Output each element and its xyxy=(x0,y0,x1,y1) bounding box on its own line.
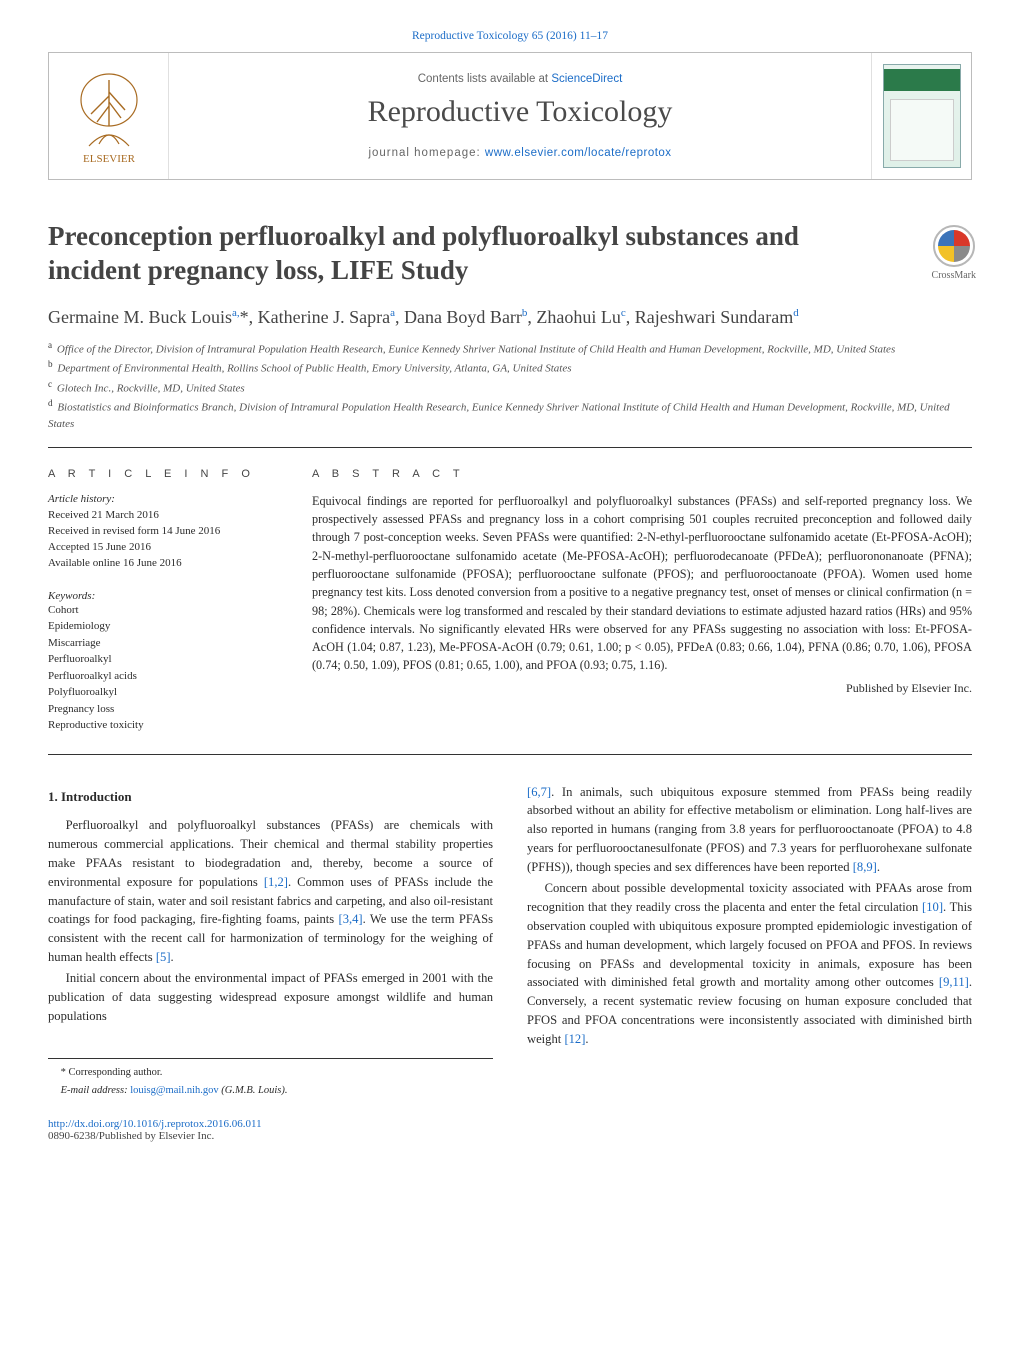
history-line: Received 21 March 2016 xyxy=(48,508,266,524)
ref-link[interactable]: [10] xyxy=(922,900,943,914)
masthead-center: Contents lists available at ScienceDirec… xyxy=(169,53,871,179)
publisher-logo-text: ELSEVIER xyxy=(83,153,136,165)
publisher-logo-box: ELSEVIER xyxy=(49,53,169,179)
abstract-text: Equivocal findings are reported for perf… xyxy=(312,492,972,675)
journal-title: Reproductive Toxicology xyxy=(368,95,673,129)
running-head-link[interactable]: Reproductive Toxicology 65 (2016) 11–17 xyxy=(412,30,608,42)
keywords-list: CohortEpidemiologyMiscarriagePerfluoroal… xyxy=(48,602,266,734)
corresponding-email-link[interactable]: louisg@mail.nih.gov xyxy=(130,1085,218,1096)
history-line: Accepted 15 June 2016 xyxy=(48,540,266,556)
body-paragraph: Perfluoroalkyl and polyfluoroalkyl subst… xyxy=(48,816,493,967)
keyword: Pregnancy loss xyxy=(48,701,266,718)
authors-line: Germaine M. Buck Louisa,*, Katherine J. … xyxy=(48,304,972,331)
elsevier-tree-icon: ELSEVIER xyxy=(67,66,151,166)
article-info-block: A R T I C L E I N F O Article history: R… xyxy=(48,468,266,734)
email-tail: (G.M.B. Louis). xyxy=(219,1085,288,1096)
ref-link[interactable]: [9,11] xyxy=(939,975,969,989)
keywords-label: Keywords: xyxy=(48,590,266,602)
ref-link[interactable]: [12] xyxy=(564,1032,585,1046)
published-by: Published by Elsevier Inc. xyxy=(312,681,972,696)
journal-homepage-line: journal homepage: www.elsevier.com/locat… xyxy=(368,147,671,159)
abstract-heading: A B S T R A C T xyxy=(312,468,972,480)
ref-link[interactable]: [1,2] xyxy=(264,875,288,889)
article-history: Article history: Received 21 March 2016R… xyxy=(48,492,266,572)
keyword: Miscarriage xyxy=(48,635,266,652)
keyword: Cohort xyxy=(48,602,266,619)
body-paragraph: [6,7]. In animals, such ubiquitous expos… xyxy=(527,783,972,877)
article-body: 1. Introduction Perfluoroalkyl and polyf… xyxy=(48,783,972,1101)
article-footer: http://dx.doi.org/10.1016/j.reprotox.201… xyxy=(48,1118,972,1142)
keyword: Epidemiology xyxy=(48,618,266,635)
keyword: Reproductive toxicity xyxy=(48,717,266,734)
history-label: Article history: xyxy=(48,492,266,508)
journal-cover-thumb xyxy=(883,64,961,168)
running-head: Reproductive Toxicology 65 (2016) 11–17 xyxy=(48,30,972,42)
doi-link[interactable]: http://dx.doi.org/10.1016/j.reprotox.201… xyxy=(48,1118,262,1130)
corresponding-label: * Corresponding author. xyxy=(48,1065,493,1081)
section-heading-intro: 1. Introduction xyxy=(48,787,493,807)
body-paragraph: Concern about possible developmental tox… xyxy=(527,879,972,1049)
keywords-block: Keywords: CohortEpidemiologyMiscarriageP… xyxy=(48,590,266,734)
abstract-block: A B S T R A C T Equivocal findings are r… xyxy=(312,468,972,734)
article-info-heading: A R T I C L E I N F O xyxy=(48,468,266,480)
journal-masthead: ELSEVIER Contents lists available at Sci… xyxy=(48,52,972,180)
corresponding-email-line: E-mail address: louisg@mail.nih.gov (G.M… xyxy=(48,1083,493,1099)
history-line: Available online 16 June 2016 xyxy=(48,556,266,572)
crossmark-badge[interactable]: CrossMark xyxy=(932,224,976,281)
keyword: Perfluoroalkyl acids xyxy=(48,668,266,685)
article-head: Preconception perfluoroalkyl and polyflu… xyxy=(48,220,972,288)
article-title: Preconception perfluoroalkyl and polyflu… xyxy=(48,220,828,288)
corresponding-footnote: * Corresponding author. E-mail address: … xyxy=(48,1058,493,1099)
crossmark-label: CrossMark xyxy=(932,270,976,281)
keyword: Perfluoroalkyl xyxy=(48,651,266,668)
contents-prefix: Contents lists available at xyxy=(418,73,552,85)
journal-homepage-link[interactable]: www.elsevier.com/locate/reprotox xyxy=(485,147,672,159)
contents-lists-line: Contents lists available at ScienceDirec… xyxy=(418,73,623,85)
body-paragraph: Initial concern about the environmental … xyxy=(48,969,493,1026)
sciencedirect-link[interactable]: ScienceDirect xyxy=(551,73,622,85)
homepage-prefix: journal homepage: xyxy=(368,147,484,159)
affiliations: a Office of the Director, Division of In… xyxy=(48,339,972,433)
email-label: E-mail address: xyxy=(61,1085,131,1096)
keyword: Polyfluoroalkyl xyxy=(48,684,266,701)
ref-link[interactable]: [8,9] xyxy=(853,860,877,874)
ref-link[interactable]: [3,4] xyxy=(339,912,363,926)
ref-link[interactable]: [5] xyxy=(156,950,171,964)
journal-cover-box xyxy=(871,53,971,179)
issn-line: 0890-6238/Published by Elsevier Inc. xyxy=(48,1130,214,1142)
ref-link[interactable]: [6,7] xyxy=(527,785,551,799)
crossmark-icon xyxy=(932,224,976,268)
history-line: Received in revised form 14 June 2016 xyxy=(48,524,266,540)
article-meta-row: A R T I C L E I N F O Article history: R… xyxy=(48,447,972,755)
